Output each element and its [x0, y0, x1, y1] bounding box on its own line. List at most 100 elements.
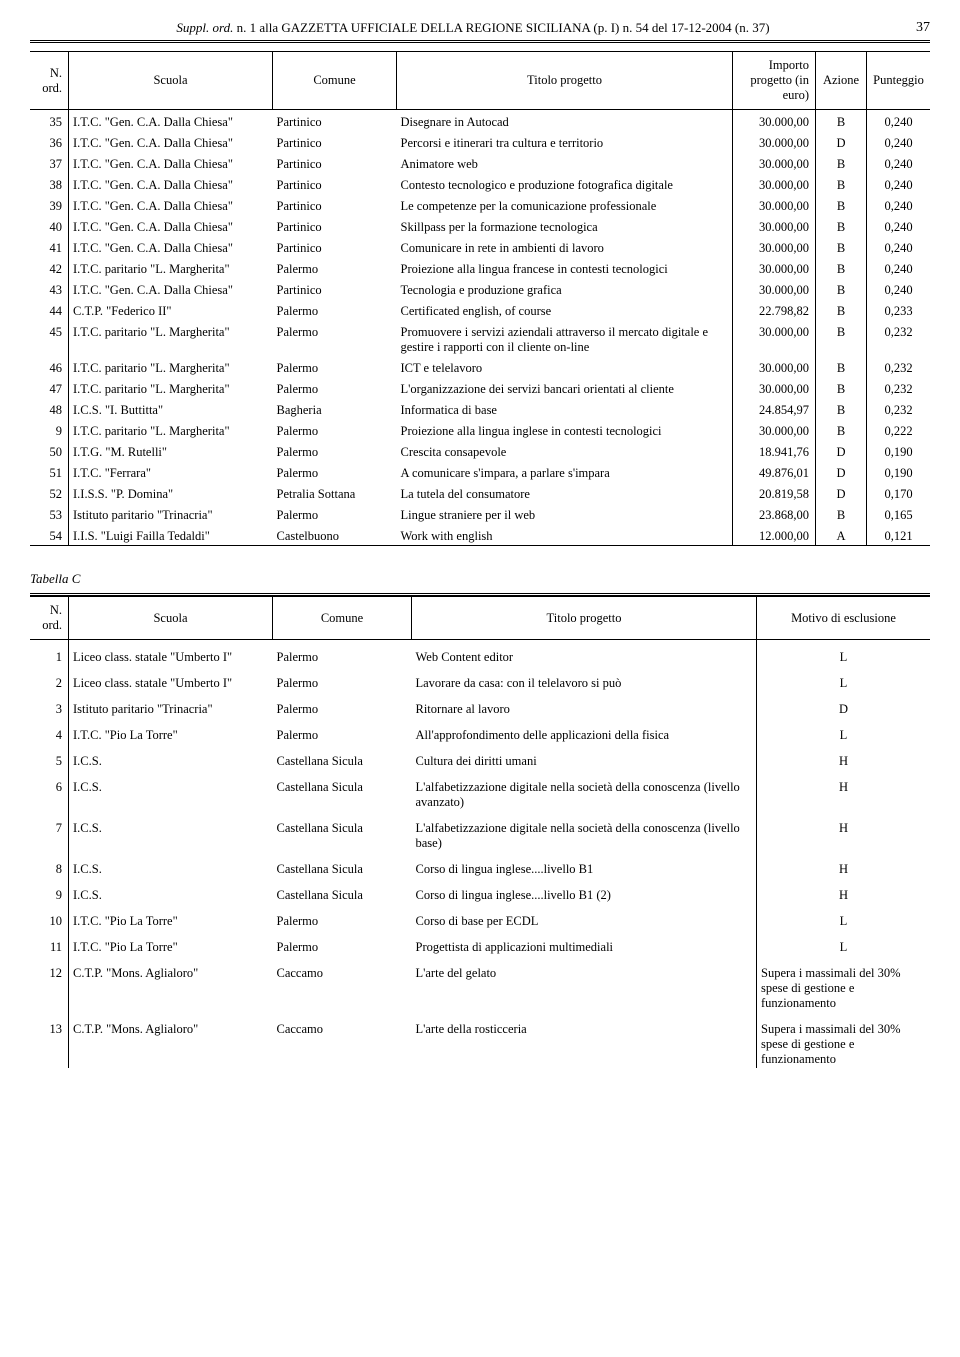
cell: 0,240: [867, 131, 931, 152]
cell: Partinico: [273, 236, 397, 257]
col-titolo: Titolo progetto: [397, 52, 733, 110]
cell: Comunicare in rete in ambienti di lavoro: [397, 236, 733, 257]
cell: 51: [30, 461, 69, 482]
table-row: 43I.T.C. "Gen. C.A. Dalla Chiesa"Partini…: [30, 278, 930, 299]
cell: 44: [30, 299, 69, 320]
cell: I.C.S. "I. Buttitta": [69, 398, 273, 419]
cell: 5: [30, 744, 69, 770]
cell: 0,240: [867, 278, 931, 299]
cell: 9: [30, 878, 69, 904]
cell: ICT e telelavoro: [397, 356, 733, 377]
table-c: N. ord. Scuola Comune Titolo progetto Mo…: [30, 596, 930, 1068]
cell: 30.000,00: [733, 194, 816, 215]
table-row: 1Liceo class. statale "Umberto I"Palermo…: [30, 640, 930, 667]
table-row: 45I.T.C. paritario "L. Margherita"Palerm…: [30, 320, 930, 356]
cell: Partinico: [273, 173, 397, 194]
col-comune: Comune: [273, 597, 412, 640]
cell: 18.941,76: [733, 440, 816, 461]
col-n-ord: N. ord.: [30, 597, 69, 640]
table-row: 36I.T.C. "Gen. C.A. Dalla Chiesa"Partini…: [30, 131, 930, 152]
cell: 23.868,00: [733, 503, 816, 524]
cell: Crescita consapevole: [397, 440, 733, 461]
table-row: 2Liceo class. statale "Umberto I"Palermo…: [30, 666, 930, 692]
cell: 20.819,58: [733, 482, 816, 503]
cell: B: [816, 398, 867, 419]
cell: B: [816, 194, 867, 215]
cell: B: [816, 278, 867, 299]
cell: 30.000,00: [733, 320, 816, 356]
cell: Disegnare in Autocad: [397, 110, 733, 132]
cell: I.T.C. "Gen. C.A. Dalla Chiesa": [69, 131, 273, 152]
cell: 3: [30, 692, 69, 718]
cell: Bagheria: [273, 398, 397, 419]
cell: 53: [30, 503, 69, 524]
col-importo: Importo progetto (in euro): [733, 52, 816, 110]
cell: Palermo: [273, 666, 412, 692]
cell: 42: [30, 257, 69, 278]
table-row: 4I.T.C. "Pio La Torre"PalermoAll'approfo…: [30, 718, 930, 744]
tabella-c-label: Tabella C: [30, 571, 930, 587]
cell: Palermo: [273, 377, 397, 398]
cell: 30.000,00: [733, 419, 816, 440]
table-row: 35I.T.C. "Gen. C.A. Dalla Chiesa"Partini…: [30, 110, 930, 132]
cell: 0,170: [867, 482, 931, 503]
cell: 10: [30, 904, 69, 930]
cell: Palermo: [273, 419, 397, 440]
cell: A comunicare s'impara, a parlare s'impar…: [397, 461, 733, 482]
table-row: 53Istituto paritario "Trinacria"PalermoL…: [30, 503, 930, 524]
table-row: 52I.I.S.S. "P. Domina"Petralia SottanaLa…: [30, 482, 930, 503]
cell: 37: [30, 152, 69, 173]
cell: Liceo class. statale "Umberto I": [69, 666, 273, 692]
cell: 50: [30, 440, 69, 461]
cell: Skillpass per la formazione tecnologica: [397, 215, 733, 236]
table-row: 10I.T.C. "Pio La Torre"PalermoCorso di b…: [30, 904, 930, 930]
cell: 13: [30, 1012, 69, 1068]
cell: I.T.C. "Gen. C.A. Dalla Chiesa": [69, 194, 273, 215]
cell: 54: [30, 524, 69, 546]
table-row: 40I.T.C. "Gen. C.A. Dalla Chiesa"Partini…: [30, 215, 930, 236]
cell: 43: [30, 278, 69, 299]
cell: 30.000,00: [733, 236, 816, 257]
cell: L: [757, 666, 931, 692]
cell: I.T.C. "Ferrara": [69, 461, 273, 482]
table-row: 9I.C.S.Castellana SiculaCorso di lingua …: [30, 878, 930, 904]
table-row: 39I.T.C. "Gen. C.A. Dalla Chiesa"Partini…: [30, 194, 930, 215]
cell: B: [816, 215, 867, 236]
cell: 38: [30, 173, 69, 194]
cell: A: [816, 524, 867, 546]
col-scuola: Scuola: [69, 597, 273, 640]
cell: 35: [30, 110, 69, 132]
cell: B: [816, 320, 867, 356]
table-row: 48I.C.S. "I. Buttitta"BagheriaInformatic…: [30, 398, 930, 419]
cell: Lavorare da casa: con il telelavoro si p…: [412, 666, 757, 692]
cell: Animatore web: [397, 152, 733, 173]
cell: 30.000,00: [733, 257, 816, 278]
cell: I.T.C. "Gen. C.A. Dalla Chiesa": [69, 173, 273, 194]
cell: Percorsi e itinerari tra cultura e terri…: [397, 131, 733, 152]
cell: I.I.S. "Luigi Failla Tedaldi": [69, 524, 273, 546]
cell: B: [816, 299, 867, 320]
table-row: 11I.T.C. "Pio La Torre"PalermoProgettist…: [30, 930, 930, 956]
col-scuola: Scuola: [69, 52, 273, 110]
cell: 7: [30, 811, 69, 852]
cell: 30.000,00: [733, 152, 816, 173]
cell: Partinico: [273, 215, 397, 236]
cell: 12.000,00: [733, 524, 816, 546]
table-row: 7I.C.S.Castellana SiculaL'alfabetizzazio…: [30, 811, 930, 852]
cell: D: [757, 692, 931, 718]
col-motivo: Motivo di esclusione: [757, 597, 931, 640]
cell: 12: [30, 956, 69, 1012]
cell: Ritornare al lavoro: [412, 692, 757, 718]
cell: 30.000,00: [733, 278, 816, 299]
cell: Palermo: [273, 692, 412, 718]
table-row: 6I.C.S.Castellana SiculaL'alfabetizzazio…: [30, 770, 930, 811]
cell: D: [816, 131, 867, 152]
col-n-ord: N. ord.: [30, 52, 69, 110]
cell: Palermo: [273, 299, 397, 320]
cell: 0,232: [867, 398, 931, 419]
cell: 30.000,00: [733, 173, 816, 194]
cell: Progettista di applicazioni multimediali: [412, 930, 757, 956]
cell: I.T.G. "M. Rutelli": [69, 440, 273, 461]
cell: C.T.P. "Federico II": [69, 299, 273, 320]
cell: La tutela del consumatore: [397, 482, 733, 503]
